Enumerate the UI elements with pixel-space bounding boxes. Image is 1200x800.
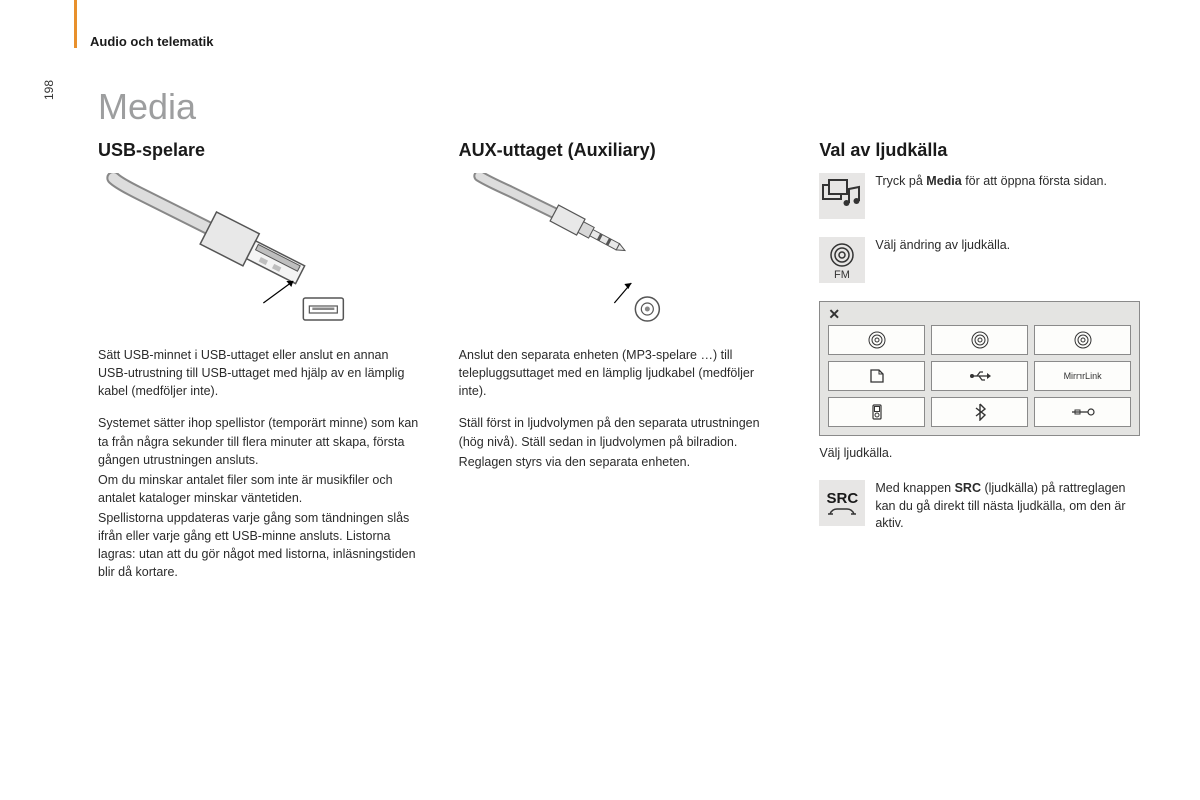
column-source: Val av ljudkälla Tryck på Media för att …	[819, 140, 1140, 596]
select-source-text: Välj ljudkälla.	[819, 444, 1140, 462]
aux-p1: Anslut den separata enheten (MP3-spelare…	[459, 346, 780, 400]
content-columns: USB-spelare	[98, 140, 1140, 596]
media-icon-text: Tryck på Media för att öppna första sida…	[875, 173, 1107, 191]
usb-p1: Sätt USB-minnet i USB-uttaget eller ansl…	[98, 346, 419, 400]
column-aux: AUX-uttaget (Auxiliary)	[459, 140, 780, 596]
close-icon[interactable]: ✕	[828, 306, 1131, 323]
source-button-sd[interactable]	[828, 361, 925, 391]
source-button-radio1[interactable]	[828, 325, 925, 355]
source-button-radio2[interactable]	[931, 325, 1028, 355]
fm-icon-row: FM Välj ändring av ljudkälla.	[819, 237, 1140, 283]
column-usb: USB-spelare	[98, 140, 419, 596]
media-icon-row: Tryck på Media för att öppna första sida…	[819, 173, 1140, 219]
source-button-aux[interactable]	[1034, 397, 1131, 427]
page-title: Media	[98, 86, 196, 128]
aux-p2: Ställ först in ljudvolymen på den separa…	[459, 414, 780, 450]
accent-bar	[74, 0, 77, 48]
source-button-usb[interactable]	[931, 361, 1028, 391]
fm-radio-icon: FM	[819, 237, 865, 283]
usb-illustration	[98, 173, 419, 328]
source-button-mirrorlink[interactable]: MirrrrLink	[1034, 361, 1131, 391]
usb-p2: Systemet sätter ihop spellistor (temporä…	[98, 414, 419, 468]
src-button-row: SRC Med knappen SRC (ljudkälla) på rattr…	[819, 480, 1140, 533]
usb-p4: Spellistorna uppdateras varje gång som t…	[98, 509, 419, 582]
section-header: Audio och telematik	[90, 34, 214, 49]
fm-icon-text: Välj ändring av ljudkälla.	[875, 237, 1010, 255]
src-button-text: Med knappen SRC (ljudkälla) på rattregla…	[875, 480, 1140, 533]
src-label: SRC	[827, 490, 859, 507]
source-button-radio3[interactable]	[1034, 325, 1131, 355]
svg-text:FM: FM	[834, 269, 850, 281]
aux-title: AUX-uttaget (Auxiliary)	[459, 140, 780, 161]
aux-p3: Reglagen styrs via den separata enheten.	[459, 453, 780, 471]
aux-illustration	[459, 173, 780, 328]
source-button-bluetooth[interactable]	[931, 397, 1028, 427]
usb-title: USB-spelare	[98, 140, 419, 161]
source-button-ipod[interactable]	[828, 397, 925, 427]
usb-p3: Om du minskar antalet filer som inte är …	[98, 471, 419, 507]
source-grid: MirrrrLink	[828, 325, 1131, 427]
src-button-icon: SRC	[819, 480, 865, 526]
source-grid-panel: ✕ MirrrrLink	[819, 301, 1140, 436]
media-icon	[819, 173, 865, 219]
source-title: Val av ljudkälla	[819, 140, 1140, 161]
page-number: 198	[42, 80, 56, 100]
